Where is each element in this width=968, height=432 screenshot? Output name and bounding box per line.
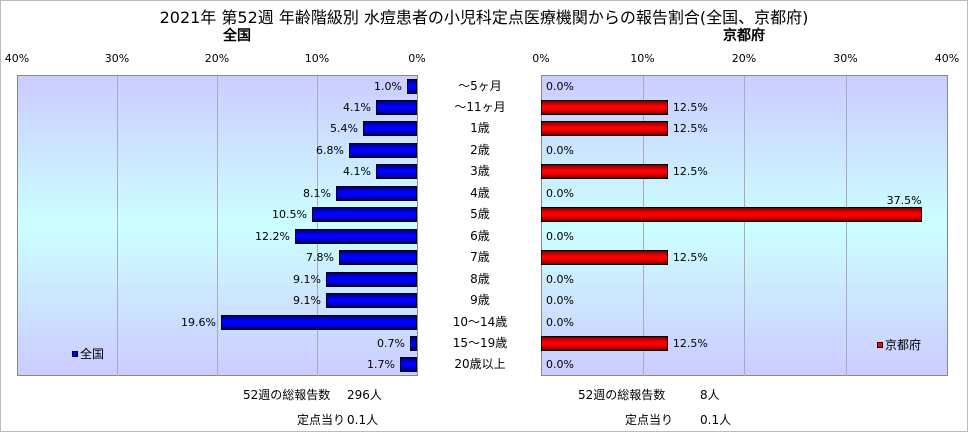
national-bar bbox=[376, 164, 417, 180]
left-axis-tick: 20% bbox=[204, 52, 230, 65]
national-bar bbox=[326, 293, 417, 309]
national-bar bbox=[221, 314, 417, 330]
national-value-label: 0.7% bbox=[377, 337, 405, 351]
national-value-label: 10.5% bbox=[272, 208, 307, 222]
left-subtitle: 全国 bbox=[223, 28, 251, 44]
kyoto-value-label: 37.5% bbox=[886, 193, 922, 207]
national-value-label: 6.8% bbox=[316, 143, 344, 157]
right-gridline bbox=[845, 76, 847, 376]
kyoto-value-label: 12.5% bbox=[672, 165, 708, 179]
category-label: ～11ヶ月 bbox=[454, 99, 506, 114]
national-bar bbox=[407, 78, 417, 94]
kyoto-value-label: 12.5% bbox=[672, 122, 708, 136]
right-axis-tick: 30% bbox=[833, 52, 858, 65]
category-label: 7歳 bbox=[470, 250, 490, 265]
category-label: 3歳 bbox=[470, 164, 490, 179]
national-value-label: 9.1% bbox=[293, 294, 321, 308]
national-bar bbox=[400, 357, 417, 373]
kyoto-value-label: 12.5% bbox=[672, 251, 708, 265]
kyoto-bar bbox=[541, 99, 668, 115]
left-gridline bbox=[317, 76, 318, 376]
kyoto-value-label: 0.0% bbox=[546, 186, 574, 200]
national-value-label: 9.1% bbox=[293, 272, 321, 286]
legend-swatch bbox=[72, 350, 78, 357]
national-bar bbox=[295, 228, 417, 244]
left-axis-tick: 40% bbox=[4, 52, 30, 65]
category-label: 2歳 bbox=[470, 142, 490, 157]
category-label: 8歳 bbox=[470, 271, 490, 286]
national-bar bbox=[326, 271, 417, 287]
category-label: 20歳以上 bbox=[454, 357, 506, 372]
national-value-label: 8.1% bbox=[303, 186, 331, 200]
right-total-label: 52週の総報告数 bbox=[578, 388, 666, 402]
category-label: 5歳 bbox=[470, 207, 490, 222]
kyoto-value-label: 0.0% bbox=[546, 315, 574, 329]
kyoto-bar bbox=[541, 250, 668, 266]
category-label: ～5ヶ月 bbox=[458, 78, 502, 93]
kyoto-value-label: 0.0% bbox=[546, 79, 574, 93]
national-bar bbox=[312, 207, 417, 223]
category-label: 9歳 bbox=[470, 293, 490, 308]
national-value-label: 5.4% bbox=[330, 122, 358, 136]
kyoto-value-label: 12.5% bbox=[672, 100, 708, 114]
category-label: 10～14歳 bbox=[452, 314, 508, 329]
kyoto-bar bbox=[541, 121, 668, 137]
left-axis-tick: 30% bbox=[104, 52, 130, 65]
kyoto-value-label: 0.0% bbox=[546, 229, 574, 243]
right-subtitle: 京都府 bbox=[723, 28, 765, 44]
right-gridline bbox=[744, 76, 745, 376]
national-bar bbox=[410, 336, 417, 352]
right-axis-tick: 40% bbox=[934, 52, 960, 65]
right-per-value: 0.1人 bbox=[700, 413, 732, 427]
kyoto-value-label: 0.0% bbox=[546, 358, 574, 372]
legend-kyoto: 京都府 bbox=[877, 336, 921, 353]
national-bar bbox=[336, 185, 417, 201]
category-label: 1歳 bbox=[470, 121, 490, 136]
legend-label: 京都府 bbox=[885, 338, 922, 352]
left-total-value: 296人 bbox=[347, 388, 382, 402]
kyoto-bar bbox=[541, 207, 922, 223]
national-bar bbox=[349, 142, 417, 158]
right-total-value: 8人 bbox=[700, 388, 720, 402]
right-axis-tick: 0% bbox=[532, 52, 550, 65]
national-value-label: 12.2% bbox=[255, 229, 290, 243]
national-bar bbox=[376, 99, 417, 115]
kyoto-value-label: 0.0% bbox=[546, 272, 574, 286]
national-value-label: 4.1% bbox=[343, 100, 371, 114]
kyoto-value-label: 0.0% bbox=[546, 143, 574, 157]
national-value-label: 19.6% bbox=[181, 315, 216, 329]
left-total-label: 52週の総報告数 bbox=[243, 388, 331, 402]
category-label: 15～19歳 bbox=[452, 336, 508, 351]
right-gridline bbox=[642, 76, 644, 376]
chart-title: 2021年 第52週 年齢階級別 水痘患者の小児科定点医療機関からの報告割合(全… bbox=[159, 8, 809, 27]
legend-national: 全国 bbox=[72, 345, 104, 362]
right-per-label: 定点当り bbox=[625, 413, 674, 427]
left-gridline bbox=[117, 76, 118, 376]
left-axis-tick: 10% bbox=[304, 52, 330, 65]
national-bar bbox=[363, 121, 417, 137]
left-per-value: 0.1人 bbox=[347, 413, 379, 427]
national-value-label: 7.8% bbox=[306, 251, 334, 265]
right-axis-tick: 20% bbox=[731, 52, 757, 65]
kyoto-value-label: 12.5% bbox=[672, 337, 708, 351]
left-gridline bbox=[217, 76, 218, 376]
kyoto-bar bbox=[541, 164, 668, 180]
kyoto-value-label: 0.0% bbox=[546, 294, 574, 308]
left-per-label: 定点当り bbox=[297, 413, 346, 427]
category-label: 6歳 bbox=[470, 228, 490, 243]
right-axis-tick: 10% bbox=[630, 52, 655, 65]
kyoto-bar bbox=[541, 336, 668, 352]
legend-swatch bbox=[877, 341, 883, 348]
legend-label: 全国 bbox=[80, 347, 105, 361]
national-value-label: 1.0% bbox=[374, 79, 402, 93]
national-value-label: 4.1% bbox=[343, 165, 371, 179]
left-axis-tick: 0% bbox=[408, 52, 426, 65]
national-bar bbox=[339, 250, 417, 266]
national-value-label: 1.7% bbox=[367, 358, 395, 372]
category-label: 4歳 bbox=[470, 185, 490, 200]
